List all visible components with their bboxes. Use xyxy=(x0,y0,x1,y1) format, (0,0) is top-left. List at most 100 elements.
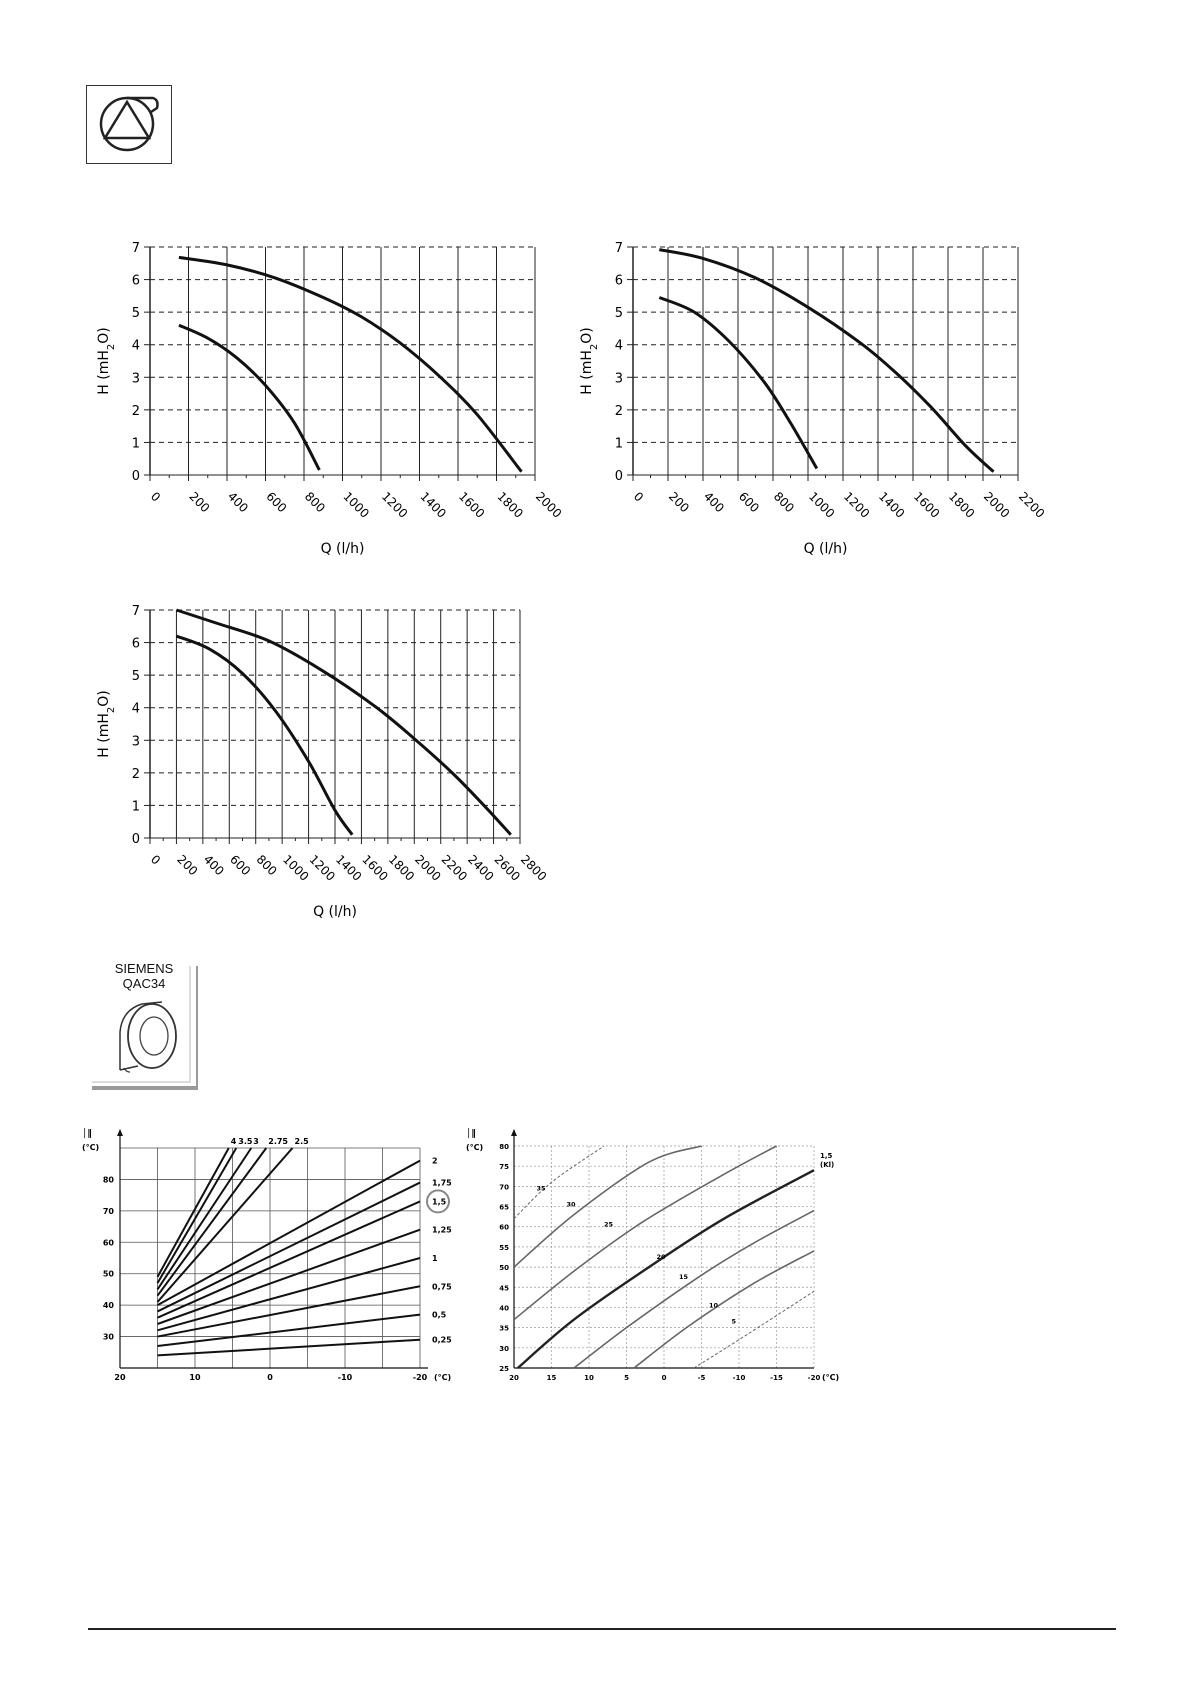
y-tick-label: 50 xyxy=(499,1264,509,1272)
offset-curve xyxy=(513,1145,605,1220)
curve-label: 2.75 xyxy=(268,1137,288,1146)
y-tick-label: 5 xyxy=(132,306,140,321)
pump-curve-2 xyxy=(175,634,354,836)
heating-curve xyxy=(157,1200,421,1319)
y-tick-label: 30 xyxy=(103,1333,115,1342)
x-tick-label: 1600 xyxy=(359,852,390,883)
x-tick-label: 200 xyxy=(666,489,692,515)
x-tick-label: -20 xyxy=(413,1373,428,1382)
y-tick-label: 70 xyxy=(103,1207,115,1216)
x-tick-label: 2400 xyxy=(465,852,496,883)
pump-curve-1 xyxy=(658,248,995,473)
x-axis-label: Q (l/h) xyxy=(313,904,357,918)
x-tick-label: 1200 xyxy=(306,852,337,883)
curve-label: 2.5 xyxy=(295,1137,310,1146)
y-axis-label: H (mH2O) xyxy=(579,327,600,394)
x-tick-label: 20 xyxy=(509,1374,519,1382)
heating-curve xyxy=(156,1147,238,1284)
heating-curve xyxy=(157,1285,421,1338)
y-tick-label: 75 xyxy=(499,1163,509,1171)
heating-curve xyxy=(157,1257,421,1332)
heating-curve xyxy=(157,1181,421,1313)
x-tick-label: 10 xyxy=(189,1373,201,1382)
y-tick-label: 25 xyxy=(499,1365,509,1373)
sensor-model: QAC34 xyxy=(122,976,166,991)
x-tick-label: 2800 xyxy=(518,852,549,883)
x-tick-label: 1200 xyxy=(379,489,410,520)
heating-curve xyxy=(157,1338,421,1357)
heating-curve xyxy=(156,1147,253,1290)
offset-curve xyxy=(693,1290,815,1369)
y-tick-label: 3 xyxy=(132,371,140,386)
x-tick-label: -5 xyxy=(698,1374,706,1382)
heating-curve xyxy=(157,1159,421,1307)
curve-label: 4 xyxy=(231,1137,237,1146)
x-tick-label: 2000 xyxy=(412,852,443,883)
curve-label: 0,25 xyxy=(432,1336,452,1345)
y-tick-label: 0 xyxy=(615,469,623,484)
y-tick-label: 55 xyxy=(499,1244,509,1252)
x-tick-label: -15 xyxy=(770,1374,783,1382)
curve-label: 15 xyxy=(679,1273,689,1281)
sensor-brand: SIEMENS xyxy=(114,961,174,976)
x-tick-label: 400 xyxy=(701,489,727,515)
x-tick-label: 10 xyxy=(584,1374,594,1382)
y-tick-label: 40 xyxy=(103,1301,115,1310)
offset-curve xyxy=(513,1145,702,1268)
x-tick-label: -10 xyxy=(338,1373,353,1382)
x-tick-label: 0 xyxy=(631,489,646,504)
radiator-icon: │∥ xyxy=(82,1128,92,1139)
x-tick-label: 600 xyxy=(736,489,762,515)
y-tick-label: 50 xyxy=(103,1270,115,1279)
x-tick-label: 2000 xyxy=(533,489,564,520)
x-tick-label: 1000 xyxy=(340,489,371,520)
heating-curve xyxy=(156,1147,230,1278)
y-tick-label: 3 xyxy=(132,734,140,749)
pump-curve-chart-2: 0 1 2 3 4 5 6 7 0 200 400 600 800 1000 1200 1400 1600 180… xyxy=(579,241,1047,555)
pump-curve-2 xyxy=(658,296,819,470)
heating-curve-chart-offset: 20 15 10 5 0 -5 -10 -15 -20253035404550556065707… xyxy=(466,1128,839,1382)
x-tick-label: 600 xyxy=(263,489,289,515)
sensor-panel: SIEMENS QAC34 xyxy=(90,960,198,1090)
y-tick-label: 6 xyxy=(132,637,140,652)
y-tick-label: 30 xyxy=(499,1345,509,1353)
x-tick-label: 1600 xyxy=(456,489,487,520)
heating-curve xyxy=(157,1313,421,1347)
y-tick-label: 4 xyxy=(615,339,623,354)
pump-curve-1 xyxy=(178,255,523,473)
x-unit-label: (°C) xyxy=(822,1373,839,1382)
x-tick-label: 0 xyxy=(148,852,163,867)
x-tick-label: -10 xyxy=(733,1374,746,1382)
y-tick-label: 60 xyxy=(103,1238,115,1247)
curve-label: 10 xyxy=(709,1301,719,1309)
x-tick-label: 1800 xyxy=(386,852,417,883)
x-tick-label: 200 xyxy=(186,489,212,515)
y-tick-label: 3 xyxy=(615,371,623,386)
slope-unit-label: (Kl) xyxy=(820,1161,834,1169)
y-tick-label: 6 xyxy=(132,274,140,289)
y-tick-label: 80 xyxy=(499,1143,509,1151)
slope-label: 1,5 xyxy=(820,1152,833,1160)
x-tick-label: 1000 xyxy=(806,489,837,520)
x-tick-label: 1400 xyxy=(876,489,907,520)
y-tick-label: 7 xyxy=(132,604,140,619)
x-tick-label: 800 xyxy=(302,489,328,515)
y-tick-label: 35 xyxy=(499,1325,509,1333)
footer-rule xyxy=(88,1628,1116,1630)
x-tick-label: 0 xyxy=(267,1373,273,1382)
y-tick-label: 80 xyxy=(103,1175,115,1184)
x-axis-label: Q (l/h) xyxy=(321,541,365,555)
y-tick-label: 0 xyxy=(132,469,140,484)
y-tick-label: 45 xyxy=(499,1284,509,1292)
y-axis-label: H (mH2O) xyxy=(96,327,117,394)
x-tick-label: 2000 xyxy=(981,489,1012,520)
x-axis-label: Q (l/h) xyxy=(804,541,848,555)
x-tick-label: 2200 xyxy=(439,852,470,883)
curve-label: 35 xyxy=(537,1184,547,1192)
curve-label: 1,75 xyxy=(432,1179,452,1188)
offset-curve xyxy=(633,1250,815,1369)
x-tick-label: 200 xyxy=(174,852,200,878)
x-tick-label: 0 xyxy=(148,489,163,504)
x-tick-label: 20 xyxy=(114,1373,126,1382)
curve-label: 20 xyxy=(657,1253,667,1261)
